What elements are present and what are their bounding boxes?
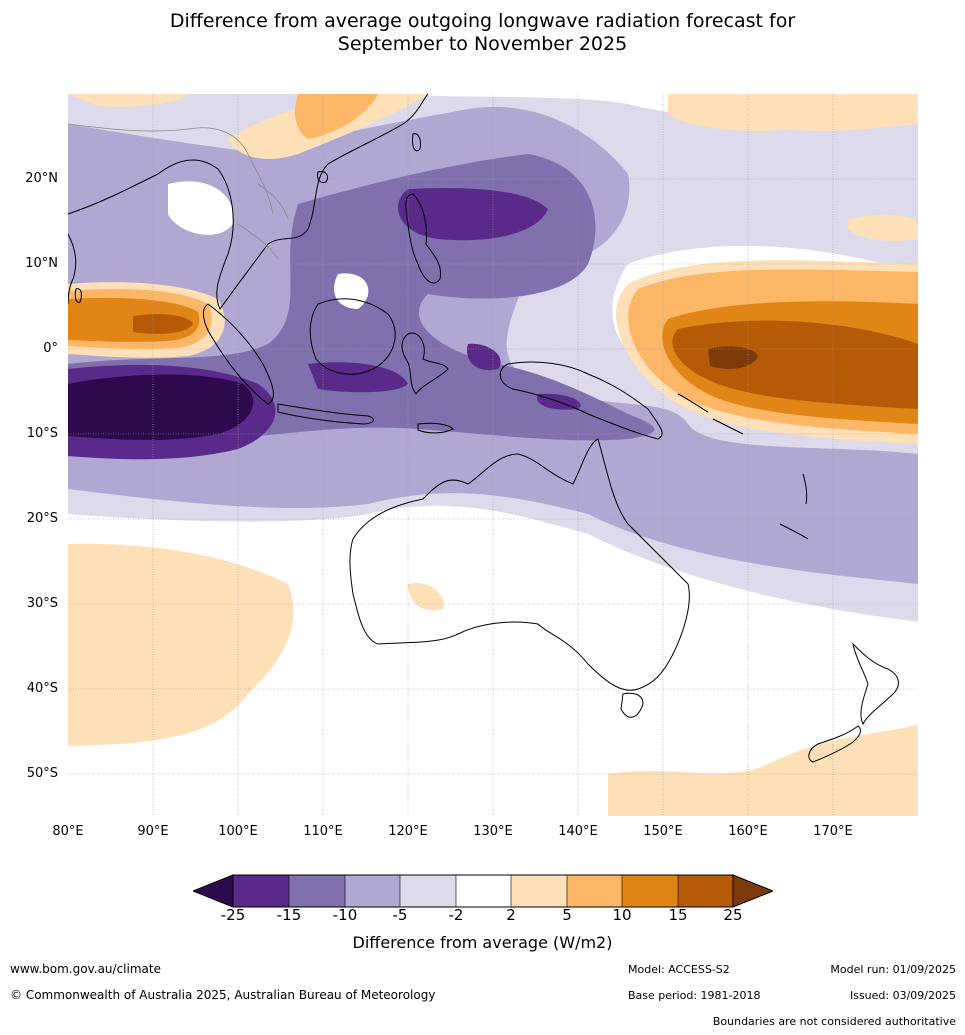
lat-label-0: 0° — [43, 341, 58, 356]
lon-label-110e: 110°E — [303, 824, 343, 839]
new-caledonia-coastline — [779, 523, 809, 540]
colorbar-outline — [232, 874, 734, 908]
anomaly-minus5-to-minus10-band — [68, 106, 918, 584]
colorbar-tick-plus2: 2 — [506, 906, 516, 924]
colorbar-tick-plus15: 15 — [668, 906, 688, 924]
australia-coastline — [349, 438, 690, 691]
map-title: Difference from average outgoing longwav… — [0, 10, 965, 56]
lat-label-50s: 50°S — [26, 766, 58, 781]
lon-label-170e: 170°E — [813, 824, 853, 839]
taiwan-coastline — [412, 133, 421, 152]
timor-coastline — [417, 422, 454, 434]
colorbar-swatch-above-plus25 — [732, 874, 775, 908]
colorbar-swatch-minus15-minus10 — [289, 875, 345, 907]
colorbar-tick-minus15: -15 — [276, 906, 302, 924]
colorbar-tick-minus5: -5 — [392, 906, 408, 924]
solomon-islands-coastline — [677, 393, 744, 435]
sulawesi-coastline — [401, 332, 449, 395]
model-run-date: Model run: 01/09/2025 — [830, 963, 956, 976]
colorbar-swatch-plus2-plus5 — [511, 875, 567, 907]
asia-mainland-coastline — [68, 94, 429, 310]
colorbar-swatch-minus10-minus5 — [345, 875, 400, 907]
anomaly-plus2-to-plus5-north — [68, 94, 918, 241]
gridlines — [68, 94, 918, 816]
tasmania-coastline — [620, 692, 644, 718]
colorbar-swatch-plus10-plus15 — [622, 875, 678, 907]
anomaly-above-plus25-pacific — [708, 346, 758, 369]
lon-label-140e: 140°E — [558, 824, 598, 839]
model-name: Model: ACCESS-S2 — [628, 963, 730, 976]
anomaly-plus5-to-plus10-north — [295, 94, 378, 139]
lat-label-20n: 20°N — [25, 171, 58, 186]
lon-label-120e: 120°E — [388, 824, 428, 839]
colorbar-tick-minus25: -25 — [220, 906, 246, 924]
lon-label-80e: 80°E — [52, 824, 84, 839]
colorbar-swatch-minus25-minus15 — [233, 875, 289, 907]
lat-label-10s: 10°S — [26, 426, 58, 441]
lat-label-40s: 40°S — [26, 681, 58, 696]
map-canvas — [68, 94, 918, 816]
lon-label-150e: 150°E — [643, 824, 683, 839]
colorbar-tick-plus25: 25 — [723, 906, 743, 924]
lat-label-10n: 10°N — [25, 256, 58, 271]
colorbar-title: Difference from average (W/m2) — [352, 933, 613, 952]
anomaly-plus15-to-plus25-west — [133, 314, 193, 334]
anomaly-below-minus25-core — [68, 374, 254, 440]
title-line-2: September to November 2025 — [337, 33, 628, 55]
new-zealand-south-island — [808, 725, 861, 763]
philippines-coastline — [405, 193, 442, 284]
issued-date: Issued: 03/09/2025 — [849, 989, 956, 1002]
colorbar-swatch-below-minus25 — [191, 874, 234, 908]
olr-anomaly-map — [68, 94, 918, 816]
base-period: Base period: 1981-2018 — [628, 989, 761, 1002]
sri-lanka-coastline — [74, 288, 82, 303]
colorbar-swatch-plus15-plus25 — [678, 875, 733, 907]
borneo-coastline — [309, 298, 396, 375]
colorbar-dividers — [288, 875, 679, 907]
colorbar-tick-minus10: -10 — [332, 906, 358, 924]
java-coastline — [277, 403, 374, 425]
colorbar-svg — [191, 874, 775, 908]
colorbar — [191, 874, 775, 908]
lat-label-30s: 30°S — [26, 596, 58, 611]
coastlines — [68, 94, 899, 763]
country-borders — [68, 123, 289, 260]
boundaries-disclaimer: Boundaries are not considered authoritat… — [712, 1015, 956, 1028]
title-line-1: Difference from average outgoing longwav… — [169, 10, 796, 32]
lon-label-160e: 160°E — [728, 824, 768, 839]
anomaly-plus15-to-plus25-pacific — [672, 320, 918, 409]
neutral-gap-north — [168, 181, 369, 309]
colorbar-tick-plus5: 5 — [562, 906, 572, 924]
colorbar-swatch-plus5-plus10 — [567, 875, 622, 907]
colorbar-swatch-minus2-plus2 — [456, 875, 511, 907]
lon-label-90e: 90°E — [137, 824, 169, 839]
lon-label-100e: 100°E — [218, 824, 258, 839]
colorbar-tick-plus10: 10 — [612, 906, 632, 924]
vanuatu-coastline — [802, 473, 808, 505]
colorbar-tick-minus2: -2 — [448, 906, 464, 924]
new-zealand-north-island — [852, 642, 899, 726]
hainan-coastline — [317, 171, 329, 183]
lon-label-130e: 130°E — [473, 824, 513, 839]
colorbar-swatch-minus5-minus2 — [400, 875, 456, 907]
anomaly-plus2-to-plus5-south — [68, 543, 918, 816]
sumatra-coastline — [202, 303, 274, 405]
lat-label-20s: 20°S — [26, 511, 58, 526]
new-guinea-coastline — [499, 361, 663, 440]
website-link[interactable]: www.bom.gov.au/climate — [10, 962, 161, 976]
india-coastline — [68, 233, 77, 305]
copyright-text: © Commonwealth of Australia 2025, Austra… — [10, 988, 436, 1002]
